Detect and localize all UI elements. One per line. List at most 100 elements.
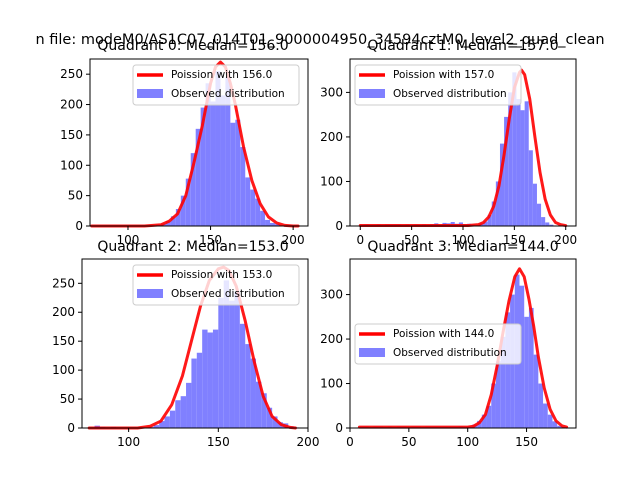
histogram-bar [225, 77, 231, 226]
x-tick-label: 100 [117, 233, 140, 247]
histogram-bar [545, 222, 550, 226]
axes-frame [349, 258, 577, 429]
quadrant-3-title: Quadrant 3: Median=144.0 [367, 239, 558, 255]
x-tick-label: 150 [503, 233, 526, 247]
histogram-bar [202, 329, 208, 428]
histogram-bar [230, 122, 236, 226]
histogram-bar [245, 177, 251, 226]
histogram-bar [235, 119, 241, 226]
x-tick-label: 100 [456, 435, 479, 449]
x-tick-label: 100 [117, 435, 140, 449]
histogram-bar [547, 414, 553, 428]
histogram-bar [272, 416, 278, 428]
y-tick-label: 200 [52, 305, 75, 319]
histogram-bar [218, 297, 224, 428]
histogram-bar [170, 216, 176, 226]
y-tick-label: 150 [52, 334, 75, 348]
legend-box [354, 323, 522, 365]
histogram-bar [543, 403, 548, 428]
legend-box [354, 64, 522, 106]
histogram-bar [260, 210, 266, 226]
histogram-bar [549, 224, 554, 226]
y-tick-label: 300 [320, 85, 343, 99]
histogram-bar [519, 285, 525, 428]
histogram-bar [175, 400, 181, 428]
histogram-bar [541, 217, 546, 226]
histogram-bar [255, 381, 262, 428]
histogram-bar [186, 382, 192, 428]
histogram-bar [191, 358, 197, 428]
y-tick-label: 100 [60, 158, 83, 172]
y-tick-label: 200 [320, 130, 343, 144]
histogram-bar [212, 329, 219, 428]
histogram-bar [185, 178, 191, 226]
quadrant-1-panel: 0 50 100 150 200 0 100 200 300 Poission with 157.… [320, 38, 577, 247]
y-tick-label: 100 [52, 363, 75, 377]
legend-box [132, 264, 300, 306]
histogram-bar [234, 291, 240, 428]
histogram-bar [195, 128, 201, 226]
y-tick-label: 250 [52, 276, 75, 290]
histogram-bar [274, 224, 280, 226]
legend-hist-swatch [359, 89, 385, 98]
x-tick-label: 150 [207, 435, 230, 449]
y-tick-label: 200 [320, 332, 343, 346]
y-tick-label: 50 [60, 392, 75, 406]
histogram-bar [266, 407, 273, 428]
histogram-bar [486, 405, 492, 428]
histogram-bar [196, 352, 203, 428]
histogram-bar [175, 209, 181, 226]
poisson-curve [90, 60, 300, 228]
histogram-bar [552, 421, 558, 428]
histogram-bar [200, 107, 206, 226]
x-tick-label: 200 [554, 233, 577, 247]
histogram-bar [450, 221, 455, 226]
figure-suptitle: n file: modeM0/AS1C07_014T01_9000004950_… [35, 32, 604, 48]
histogram-bar [477, 420, 482, 428]
histogram-bar [210, 101, 216, 226]
histogram-bar [165, 221, 171, 226]
histogram-bar [240, 147, 246, 226]
y-tick-label: 300 [320, 288, 343, 302]
histogram-bar [499, 143, 505, 226]
y-tick-label: 250 [60, 67, 83, 81]
histogram-bar [180, 195, 186, 226]
legend-hist-swatch [137, 289, 163, 298]
legend-hist-swatch [137, 89, 163, 98]
histogram-bar [215, 71, 221, 227]
histogram-bar [153, 425, 160, 428]
quadrant-0-title: Quadrant 0: Median=156.0 [97, 38, 288, 54]
histogram-bar [505, 312, 511, 428]
y-tick-label: 100 [320, 377, 343, 391]
axes-frame [89, 58, 309, 227]
x-tick-label: 200 [297, 435, 320, 449]
legend: Poission with 156.0 Observed distribution [132, 64, 300, 106]
legend-hist-swatch [359, 348, 385, 357]
histogram-bar [261, 393, 267, 428]
histogram-bar [169, 410, 176, 428]
y-tick-label: 100 [320, 174, 343, 188]
legend-hist-label: Observed distribution [171, 288, 285, 300]
legend: Poission with 157.0 Observed distribution [354, 64, 522, 106]
histogram-bar [164, 416, 170, 428]
legend: Poission with 144.0 Observed distribution [354, 323, 522, 365]
histogram-bar [528, 307, 534, 428]
histogram-bar [487, 214, 492, 226]
histogram-bar [180, 396, 187, 428]
x-tick-label: 150 [199, 233, 222, 247]
histogram-bar [495, 361, 501, 428]
x-tick-label: 50 [401, 435, 416, 449]
histogram-bar [255, 198, 261, 226]
quadrant-2-panel: 100 150 200 0 50 100 150 200 250 Poission with 15… [52, 239, 319, 449]
histogram-bar [239, 323, 246, 428]
histogram-bar [250, 189, 256, 226]
histogram-bar [265, 219, 271, 226]
histogram-bar [220, 95, 226, 226]
histogram-bar [223, 280, 230, 428]
histogram-bar [159, 421, 165, 428]
histogram-bar [205, 83, 211, 226]
x-tick-label: 0 [346, 435, 354, 449]
legend-line-label: Poission with 156.0 [171, 69, 272, 81]
y-tick-label: 0 [75, 219, 83, 233]
